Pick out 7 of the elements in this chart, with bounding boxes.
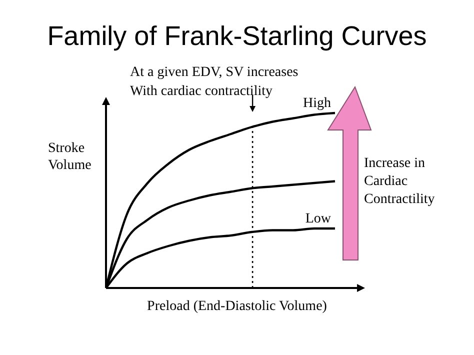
x-axis-title: Preload (End-Diastolic Volume) — [147, 299, 328, 314]
text: Increase in Cardiac Contractility — [364, 156, 435, 207]
series-label: Low — [305, 212, 332, 226]
y-axis-title: Stroke Volume — [48, 141, 92, 173]
series-label: High — [303, 96, 331, 111]
chart-title: Family of Frank-Starling Curves — [47, 21, 427, 51]
text: At a given EDV, SV increases With cardiac contractility — [130, 65, 298, 99]
